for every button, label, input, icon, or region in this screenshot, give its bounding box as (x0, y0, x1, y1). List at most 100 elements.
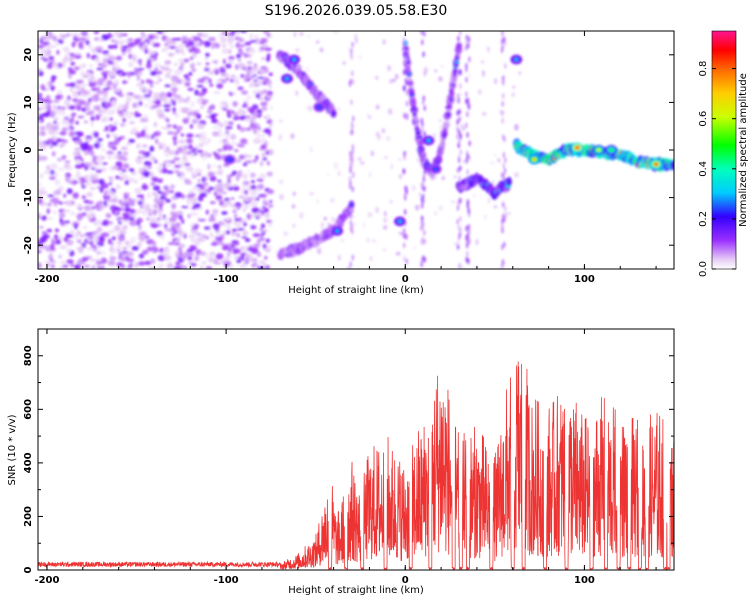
heatmap-cell (220, 39, 225, 46)
heatmap-cell (93, 131, 99, 138)
heatmap-cell (420, 127, 424, 134)
heatmap-cell (38, 44, 44, 49)
heatmap-cell (91, 178, 99, 184)
heatmap-cell (46, 165, 50, 170)
heatmap-cell (216, 196, 223, 200)
heatmap-cell (101, 162, 108, 165)
heatmap-cell (253, 264, 260, 268)
heatmap-cell (90, 167, 96, 170)
heatmap-cell (167, 52, 175, 57)
heatmap-cell (220, 66, 225, 71)
heatmap-cell (117, 93, 125, 97)
heatmap-cell (295, 90, 299, 96)
heatmap-cell (493, 78, 498, 85)
heatmap-cell (210, 113, 216, 120)
heatmap-cell (241, 188, 245, 196)
heatmap-cell (123, 123, 127, 128)
heatmap-cell (154, 159, 158, 164)
heatmap-cell (157, 178, 163, 184)
heatmap-cell (186, 138, 193, 144)
colorbar-label: Normalized spectral amplitude (738, 73, 749, 227)
heatmap-cell (175, 45, 183, 51)
heatmap-cell (201, 141, 209, 146)
heatmap-cell (126, 96, 133, 102)
heatmap-cell (465, 122, 468, 129)
heatmap-cell (228, 56, 235, 60)
heatmap-cell (349, 213, 353, 220)
heatmap-cell (504, 157, 507, 164)
heatmap-cell (189, 110, 195, 115)
y-tick-label: 800 (23, 345, 34, 366)
heatmap-cell (388, 108, 393, 115)
heatmap-cell (416, 156, 420, 163)
heatmap-cell (502, 201, 505, 208)
heatmap-cell (225, 63, 232, 69)
heatmap-cell (97, 36, 103, 42)
heatmap-cell (163, 101, 172, 105)
heatmap-cell (83, 199, 90, 204)
heatmap-cell (38, 198, 43, 205)
heatmap-cell (413, 246, 417, 250)
heatmap-cell (38, 213, 43, 217)
heatmap-cell (128, 139, 135, 143)
heatmap-cell (173, 96, 178, 102)
heatmap-cell (366, 113, 370, 117)
heatmap-cell (126, 73, 132, 78)
heatmap-cell (231, 228, 238, 233)
heatmap-cell (306, 34, 311, 38)
heatmap-cell (456, 109, 459, 116)
heatmap-cell (159, 203, 163, 210)
heatmap-cell (52, 106, 58, 113)
heatmap-cell (441, 65, 444, 68)
heatmap-cell (101, 108, 108, 114)
heatmap-cell (174, 224, 179, 230)
heatmap-cell (181, 205, 189, 209)
heatmap-cell (255, 80, 262, 86)
heatmap-cell (163, 186, 170, 191)
heatmap-cell (404, 77, 408, 84)
heatmap-cell (127, 41, 135, 48)
heatmap-cell (103, 75, 107, 80)
heatmap-cell (153, 209, 157, 216)
heatmap-cell (144, 260, 152, 265)
heatmap-cell (215, 236, 219, 242)
heatmap-cell (292, 223, 295, 228)
heatmap-cell (142, 249, 149, 255)
heatmap-cell (152, 42, 161, 48)
heatmap-cell (237, 108, 243, 114)
heatmap-cell (439, 124, 443, 130)
heatmap-cell (81, 84, 88, 87)
heatmap-cell (338, 255, 341, 261)
heatmap-cell (357, 157, 362, 161)
heatmap-cell (209, 251, 216, 257)
heatmap-cell (165, 198, 171, 203)
heatmap-cell (92, 155, 97, 162)
heatmap-cell (78, 64, 85, 70)
heatmap-cell (467, 229, 471, 236)
heatmap-cell (243, 52, 249, 58)
heatmap-cell (116, 232, 121, 237)
heatmap-cell (514, 57, 519, 62)
heatmap-cell (262, 243, 267, 249)
heatmap-cell (82, 225, 88, 230)
heatmap-cell (127, 251, 134, 257)
heatmap-cell (164, 60, 172, 65)
heatmap-cell (76, 32, 81, 39)
heatmap-cell (232, 209, 237, 213)
heatmap-cell (218, 133, 223, 138)
heatmap-cell (231, 141, 237, 146)
heatmap-cell (99, 235, 103, 243)
heatmap-cell (148, 50, 156, 56)
heatmap-cell (172, 107, 176, 113)
heatmap-cell (108, 124, 114, 128)
heatmap-cell (265, 56, 271, 62)
heatmap-cell (58, 235, 63, 241)
heatmap-cell (268, 204, 274, 208)
heatmap-cell (265, 238, 270, 243)
heatmap-cell (143, 104, 150, 107)
heatmap-cell (94, 57, 100, 63)
heatmap-cell (175, 114, 180, 118)
heatmap-cell (299, 212, 304, 219)
heatmap-cell (493, 154, 497, 157)
